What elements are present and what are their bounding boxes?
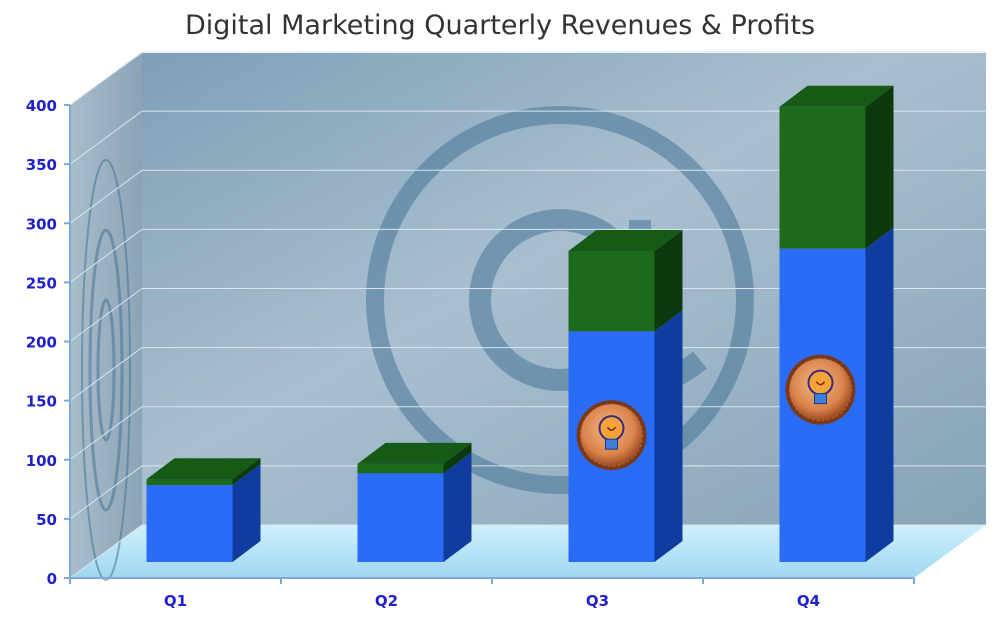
- gridline: [69, 288, 143, 342]
- chart-floor: [70, 525, 986, 578]
- gridline: [69, 347, 143, 402]
- bar-q2-series-2-side: [443, 442, 472, 474]
- y-tick-label: 250: [26, 274, 57, 292]
- bar-q1-series-1-side: [232, 464, 261, 562]
- gridline: [69, 465, 143, 520]
- bar-q2-series-1-side: [443, 452, 472, 562]
- bar-q3-series-2-side: [654, 230, 683, 332]
- y-tick-label: 300: [26, 215, 57, 233]
- bar-q3-series-2: [568, 251, 655, 332]
- gridline: [69, 228, 143, 283]
- y-tick-label: 350: [26, 156, 57, 174]
- bar-q1-series-2: [146, 479, 233, 486]
- gridline: [69, 169, 143, 224]
- bar-q4-series-2: [779, 106, 866, 249]
- bar-q1-series-1: [146, 485, 233, 562]
- bar-q3-series-2-top: [568, 230, 683, 252]
- x-tick-label: Q4: [797, 592, 820, 610]
- chart-title: Digital Marketing Quarterly Revenues & P…: [184, 10, 816, 41]
- y-tick-label: 0: [47, 570, 57, 588]
- y-tick-label: 100: [26, 452, 57, 470]
- bar-q2-series-1: [357, 473, 444, 562]
- lightbulb-icon: [785, 354, 856, 425]
- lightbulb-icon: [576, 400, 647, 471]
- gridline: [69, 524, 143, 579]
- ripple-decoration: [81, 159, 131, 581]
- bar-q1-series-2-top: [146, 458, 261, 480]
- x-tick-label: Q2: [375, 592, 398, 610]
- gridline: [69, 110, 143, 165]
- y-tick-label: 50: [36, 511, 57, 529]
- y-tick-label: 400: [26, 97, 57, 115]
- y-tick-label: 150: [26, 393, 57, 411]
- x-tick-label: Q1: [164, 592, 187, 610]
- bar-q2-series-2-top: [357, 442, 472, 464]
- x-tick-label: Q3: [586, 592, 609, 610]
- bar-q2-series-2: [357, 463, 444, 474]
- y-tick-label: 200: [26, 334, 57, 352]
- bar-q4-series-1-side: [865, 227, 894, 562]
- bar-q4-series-2-top: [779, 85, 894, 107]
- bar-q1-series-2-side: [232, 458, 261, 486]
- bar-q4-series-2-side: [865, 85, 894, 249]
- gridline: [69, 51, 143, 106]
- bar-q3-series-1-side: [654, 310, 683, 562]
- gridline: [69, 406, 143, 461]
